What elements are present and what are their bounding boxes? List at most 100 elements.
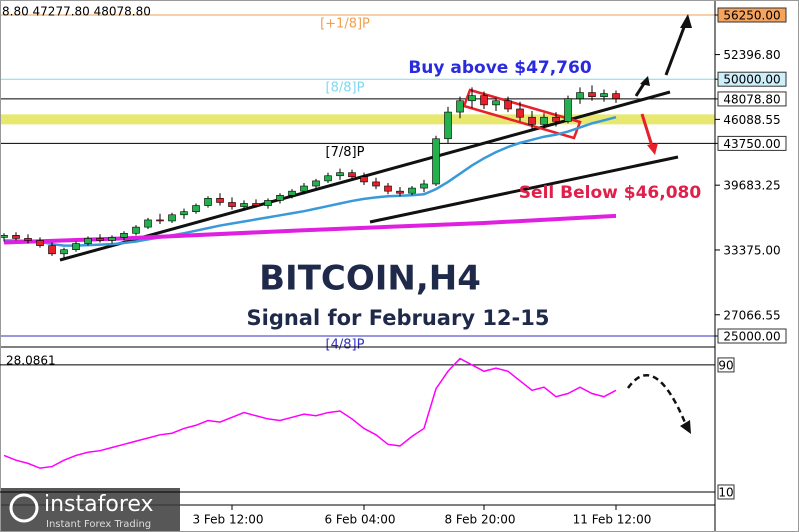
candle-body	[360, 176, 368, 183]
candle-body	[288, 190, 296, 196]
candle-body	[12, 235, 20, 239]
candle-body	[84, 238, 92, 244]
arrow-head	[680, 14, 692, 28]
candle-body	[468, 95, 476, 102]
candle-body	[528, 116, 536, 125]
y-tick-label: 27066.55	[723, 308, 780, 322]
candle-body	[516, 108, 524, 118]
y-tick-label: 56250.00	[723, 8, 780, 22]
y-tick-label: 25000.00	[723, 330, 780, 344]
header-text: 8.80 47277.80 48078.80	[2, 5, 151, 19]
candle-body	[408, 187, 416, 194]
candle-body	[108, 237, 116, 241]
candle-body	[396, 190, 404, 194]
candle-body	[240, 203, 248, 207]
arrow	[664, 21, 688, 76]
candle-body	[0, 235, 8, 238]
candle-body	[576, 92, 584, 100]
logo-text: instaforex	[44, 492, 154, 517]
level-label: [7/8]P	[326, 145, 365, 160]
candle-body	[120, 232, 128, 238]
candle-body	[156, 219, 164, 222]
y-tick-box	[717, 91, 787, 107]
data-layer	[0, 85, 620, 258]
candle-body	[384, 185, 392, 192]
dashed-arrow	[626, 374, 688, 426]
indicator-label: 28.0861	[6, 354, 56, 368]
candle-body	[192, 205, 200, 213]
candle-body	[264, 200, 272, 206]
trend-line	[369, 155, 679, 224]
y-tick-box	[717, 71, 787, 87]
candle-body	[180, 211, 188, 216]
candle-body	[456, 100, 464, 113]
candle-body	[612, 93, 620, 100]
y-tick-box	[717, 7, 787, 23]
candle-body	[492, 100, 500, 106]
y-tick-label: 39683.25	[723, 179, 780, 193]
candle-body	[372, 181, 380, 187]
candle-body	[336, 172, 344, 177]
x-tick-label: 3 Feb 12:00	[192, 513, 263, 527]
candle-body	[432, 138, 440, 185]
candle-body	[204, 198, 212, 206]
candle-body	[324, 175, 332, 182]
logo-tagline: Instant Forex Trading	[46, 519, 151, 530]
candle-body	[228, 202, 236, 207]
y-tick-label: 48078.80	[723, 92, 780, 106]
arrow-head	[647, 143, 658, 155]
y-tick-label: 43750.00	[723, 137, 780, 151]
chart-subtitle: Signal for February 12-15	[247, 306, 550, 330]
y-tick-label: 50000.00	[723, 73, 780, 87]
y-tick-box	[717, 135, 787, 151]
y-tick-box	[717, 357, 735, 373]
moving-average	[3, 213, 617, 245]
logo-icon	[9, 493, 39, 523]
x-tick-label: 8 Feb 20:00	[444, 513, 515, 527]
candle-body	[48, 245, 56, 255]
candle-body	[96, 238, 104, 241]
y-tick-box	[717, 484, 735, 500]
y-tick-label: 52396.80	[723, 48, 780, 62]
chart-title: BITCOIN,H4	[259, 259, 481, 299]
level-label: [+1/8]P	[320, 16, 370, 31]
candle-body	[36, 240, 44, 246]
candle-body	[504, 100, 512, 110]
candle-body	[72, 243, 80, 251]
candle-body	[420, 183, 428, 189]
candle-body	[588, 92, 596, 97]
candle-body	[216, 198, 224, 203]
annotation: Sell Below $46,080	[519, 183, 702, 203]
channel	[462, 88, 582, 140]
x-tick-label: 6 Feb 04:00	[324, 513, 395, 527]
candle-body	[60, 249, 68, 255]
candle-body	[300, 185, 308, 192]
x-tick-label: 11 Feb 12:00	[573, 513, 652, 527]
arrow	[640, 113, 654, 147]
candle-body	[144, 219, 152, 228]
arrow-head	[640, 76, 650, 86]
moving-average	[4, 115, 617, 247]
candle-body	[444, 111, 452, 140]
candle-body	[312, 180, 320, 187]
candle-body	[552, 116, 560, 122]
candle-body	[168, 214, 176, 222]
level-label: [8/8]P	[326, 81, 365, 96]
y-tick-box	[717, 328, 787, 344]
indicator-line	[3, 357, 617, 469]
candle-body	[132, 226, 140, 234]
annotation: Buy above $47,760	[408, 58, 592, 78]
level-layer: [+1/8]P [8/8]P [7/8]P [4/8]P	[0, 14, 715, 353]
y-tick-label: 10	[718, 485, 733, 499]
candle-body	[348, 172, 356, 178]
y-tick-label: 33375.00	[723, 243, 780, 257]
candle-body	[276, 194, 284, 201]
candle-body	[540, 116, 548, 125]
candle-body	[252, 203, 260, 206]
y-tick-label: 90	[718, 358, 733, 372]
candle-body	[564, 98, 572, 122]
candle-body	[24, 238, 32, 241]
arrow-head	[680, 420, 691, 434]
